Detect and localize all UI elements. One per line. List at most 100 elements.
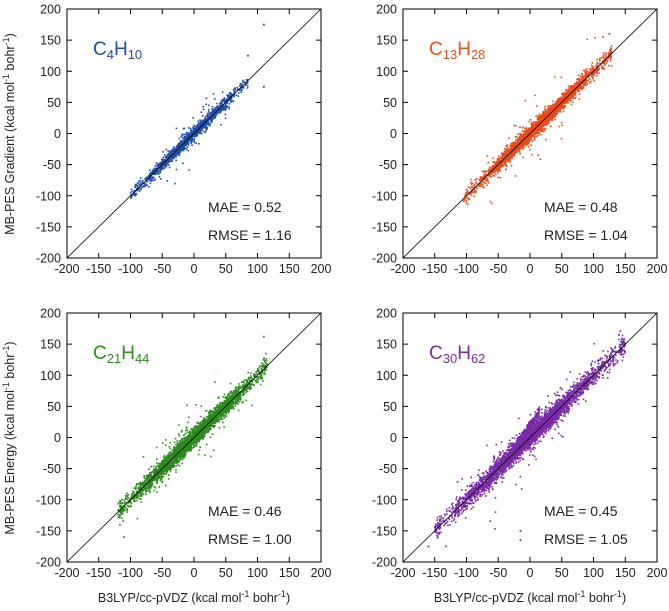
data-point xyxy=(233,91,235,94)
data-point xyxy=(520,136,523,138)
data-point xyxy=(236,88,239,91)
x-tick-label: 100 xyxy=(583,262,604,276)
data-point xyxy=(560,98,562,100)
data-point xyxy=(581,87,584,89)
data-point xyxy=(503,150,506,153)
data-point xyxy=(478,179,481,182)
data-point xyxy=(240,91,243,94)
data-point xyxy=(605,53,607,55)
data-point xyxy=(493,174,495,177)
data-point xyxy=(531,124,533,127)
panel-top-left: -200 -150 -100 -50 0 50 100 150 200200150100500-… xyxy=(36,3,332,277)
data-point xyxy=(492,157,495,160)
data-point xyxy=(139,177,142,179)
data-point xyxy=(211,118,213,120)
data-point xyxy=(526,139,529,142)
data-point xyxy=(537,154,539,156)
data-point xyxy=(494,162,497,164)
data-point xyxy=(570,88,573,91)
data-point xyxy=(580,81,583,83)
data-point xyxy=(568,91,571,94)
data-point xyxy=(479,179,482,182)
data-point xyxy=(170,149,173,152)
data-point xyxy=(505,145,508,148)
data-point xyxy=(242,81,244,83)
data-point xyxy=(194,127,197,130)
data-point xyxy=(214,421,217,424)
data-point xyxy=(220,109,223,111)
data-point xyxy=(521,126,524,129)
data-point xyxy=(553,111,556,114)
data-point xyxy=(524,127,526,130)
data-point xyxy=(134,193,137,196)
data-point xyxy=(178,151,181,154)
data-point xyxy=(555,101,557,103)
data-point xyxy=(197,130,199,132)
data-point xyxy=(155,162,158,164)
data-point xyxy=(241,86,243,89)
data-point xyxy=(484,173,487,176)
data-point xyxy=(202,119,205,122)
data-point xyxy=(586,70,589,73)
data-point xyxy=(473,195,475,198)
data-point xyxy=(538,115,541,118)
data-point xyxy=(513,154,516,156)
data-point xyxy=(549,111,551,114)
data-point xyxy=(482,186,484,188)
data-point xyxy=(592,72,595,75)
data-point xyxy=(157,170,159,173)
data-point xyxy=(130,196,133,198)
data-point xyxy=(566,93,568,95)
data-point xyxy=(183,145,185,148)
data-point xyxy=(222,106,224,109)
data-point xyxy=(181,133,184,136)
data-point xyxy=(202,108,205,111)
data-point xyxy=(124,503,126,505)
data-point xyxy=(532,125,535,128)
data-point xyxy=(209,118,212,121)
data-point xyxy=(188,134,191,137)
data-point xyxy=(219,109,221,112)
data-point xyxy=(209,111,212,114)
data-point xyxy=(485,174,488,177)
data-point xyxy=(500,158,503,160)
data-point xyxy=(542,116,545,119)
data-point xyxy=(507,160,510,163)
data-point xyxy=(506,150,508,153)
data-point xyxy=(172,147,175,150)
data-point xyxy=(197,124,200,126)
x-tick-label: 200 xyxy=(647,262,668,276)
data-point xyxy=(187,132,189,134)
data-point xyxy=(537,128,540,131)
data-point xyxy=(191,139,194,141)
data-point xyxy=(191,136,193,139)
data-point xyxy=(534,138,536,141)
data-point xyxy=(595,68,597,71)
data-point xyxy=(562,96,564,99)
data-point xyxy=(557,101,560,104)
data-point xyxy=(509,149,512,152)
data-point xyxy=(198,142,200,145)
data-point xyxy=(200,121,202,123)
data-point xyxy=(176,153,179,156)
data-point xyxy=(196,123,199,126)
data-point xyxy=(486,155,489,157)
data-point xyxy=(551,119,553,122)
data-point xyxy=(524,135,526,138)
data-point xyxy=(580,79,583,81)
data-point xyxy=(566,92,568,94)
data-point xyxy=(497,170,499,173)
data-point xyxy=(234,405,236,407)
data-point xyxy=(597,68,599,71)
data-point xyxy=(212,93,215,95)
data-point xyxy=(528,137,530,139)
data-point xyxy=(175,168,178,171)
data-point xyxy=(230,92,233,95)
data-point xyxy=(583,75,586,78)
data-point xyxy=(217,112,220,114)
x-tick-label: -150 xyxy=(422,262,447,276)
data-point xyxy=(157,163,159,165)
x-tick-label: 200 xyxy=(311,262,332,276)
data-point xyxy=(133,492,136,494)
data-point xyxy=(144,185,146,188)
